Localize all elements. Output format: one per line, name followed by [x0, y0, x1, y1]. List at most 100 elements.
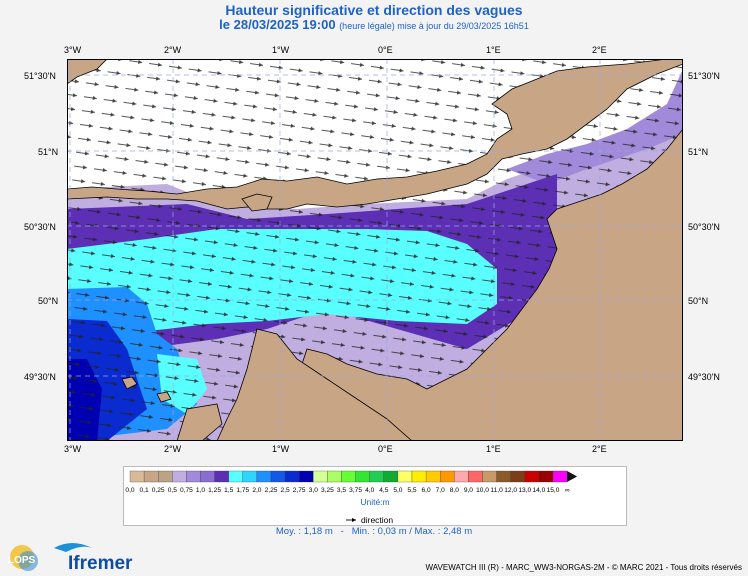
land-england — [67, 59, 683, 210]
legend-swatch — [228, 470, 243, 483]
legend-label: 8,0 — [450, 487, 459, 494]
legend-swatch — [256, 470, 272, 483]
legend-swatch — [200, 470, 215, 483]
legend-swatch — [313, 470, 328, 483]
lon-label-bottom: 1°E — [486, 444, 501, 454]
lon-label-top: 2°E — [592, 45, 607, 55]
lon-label-top: 3°W — [64, 45, 82, 55]
legend-label: 2,25 — [265, 487, 278, 494]
land-cotentin — [216, 328, 413, 441]
lat-label-right: 51°30'N — [688, 71, 720, 81]
legend-swatch — [369, 470, 384, 483]
legend-swatch — [172, 470, 187, 483]
stat-mean: Moy. : 1,18 m — [275, 526, 333, 537]
footer-credits: WAVEWATCH III (R) - MARC_WW3-NORGAS-2M -… — [425, 563, 742, 572]
lon-label-bottom: 2°W — [164, 444, 182, 454]
legend-swatch — [454, 470, 469, 483]
legend-label: 9,0 — [464, 487, 473, 494]
map-title: Hauteur significative et direction des v… — [225, 2, 523, 18]
legend-label: 1,75 — [236, 487, 249, 494]
legend-label: 0,75 — [180, 487, 193, 494]
lat-label-left: 50°30'N — [24, 222, 56, 232]
lon-label-top: 0°E — [378, 45, 393, 55]
legend-swatch — [158, 470, 173, 483]
lat-label-right: 49°30'N — [688, 372, 720, 382]
legend-label: 10,0 — [476, 487, 489, 494]
stat-min-max: Min. : 0,03 m / Max. : 2,48 m — [351, 526, 473, 537]
legend-label: 14,0 — [532, 487, 545, 494]
legend-swatch — [440, 470, 455, 483]
wave-height-map[interactable] — [67, 59, 683, 441]
legend-label: 4,5 — [379, 487, 388, 494]
legend-unit: Unité:m — [360, 497, 389, 507]
lon-label-bottom: 0°E — [378, 444, 393, 454]
legend-label: 7,0 — [436, 487, 445, 494]
legend-swatch — [510, 470, 525, 483]
legend-label: 2,5 — [281, 487, 290, 494]
legend-label: 0,5 — [168, 487, 177, 494]
legend-label: 4,0 — [365, 487, 374, 494]
legend-label: 3,75 — [349, 487, 362, 494]
legend-label: ∞ — [565, 487, 570, 494]
lon-label-bottom: 1°W — [272, 444, 290, 454]
lat-label-right: 50°30'N — [688, 222, 720, 232]
stats-line: Moy. : 1,18 m - Min. : 0,03 m / Max. : 2… — [275, 526, 473, 537]
ifremer-text: Ifremer — [68, 553, 133, 574]
channel-islands — [121, 376, 172, 403]
lon-label-bottom: 3°W — [64, 444, 82, 454]
legend-label: 3,0 — [309, 487, 318, 494]
lat-label-left: 51°30'N — [24, 71, 56, 81]
legend-label: 2,0 — [252, 487, 261, 494]
legend-swatch — [496, 470, 511, 483]
lon-label-top: 1°W — [272, 45, 290, 55]
legend-swatch — [383, 470, 399, 483]
legend-swatch — [327, 470, 342, 483]
lon-label-top: 2°W — [164, 45, 182, 55]
legend-overflow-arrow — [567, 471, 578, 482]
legend-swatch — [299, 470, 314, 483]
legend-label: 0,0 — [125, 487, 134, 494]
legend-swatch — [355, 470, 370, 483]
legend-label: 5,0 — [393, 487, 402, 494]
legend-swatch — [538, 470, 554, 483]
legend-label: 5,5 — [407, 487, 416, 494]
direction-arrowhead-icon — [352, 518, 356, 522]
legend-label: 6,0 — [422, 487, 431, 494]
legend-panel: 0,0 0,1 0,25 0,5 0,75 1,0 1,25 1,5 1,75 2,0 2,25 2,… — [123, 466, 627, 526]
legend-swatch — [425, 470, 441, 483]
legend-swatch — [186, 470, 201, 483]
lops-text: LOPS — [8, 555, 36, 566]
map-frame — [67, 59, 683, 441]
legend-label: 1,25 — [208, 487, 221, 494]
legend-swatch — [397, 470, 413, 483]
lon-label-top: 1°E — [486, 45, 501, 55]
legend-swatch — [552, 470, 568, 483]
lon-label-bottom: 2°E — [592, 444, 607, 454]
legend-swatch — [468, 470, 483, 483]
land-brittany — [176, 403, 223, 441]
lat-label-left: 51°N — [38, 147, 59, 157]
legend-swatch — [143, 470, 159, 483]
legend-label: 11,0 — [490, 487, 503, 494]
legend-swatch — [411, 470, 427, 483]
lat-label-right: 51°N — [688, 147, 709, 157]
legend-swatch — [482, 470, 497, 483]
legend-swatch — [129, 470, 145, 483]
lat-label-right: 50°N — [688, 296, 709, 306]
legend-swatch — [524, 470, 540, 483]
legend-swatch — [341, 470, 356, 483]
lat-label-left: 50°N — [38, 296, 59, 306]
lat-label-left: 49°30'N — [24, 372, 56, 382]
map-date: le 28/03/2025 19:00 (heure légale) mise … — [0, 17, 748, 32]
direction-label: direction — [361, 515, 393, 525]
ifremer-logo: Ifremer — [54, 543, 133, 574]
legend-label: 13,0 — [518, 487, 531, 494]
isle-of-wight — [241, 193, 273, 212]
legend-label: 3,5 — [337, 487, 346, 494]
legend-swatch — [242, 470, 258, 483]
legend-label: 1,5 — [224, 487, 233, 494]
legend-label: 0,25 — [152, 487, 165, 494]
lops-logo: LOPS — [8, 545, 38, 571]
date-text: le 28/03/2025 19:00 — [219, 17, 336, 32]
legend-label: 12,0 — [504, 487, 517, 494]
